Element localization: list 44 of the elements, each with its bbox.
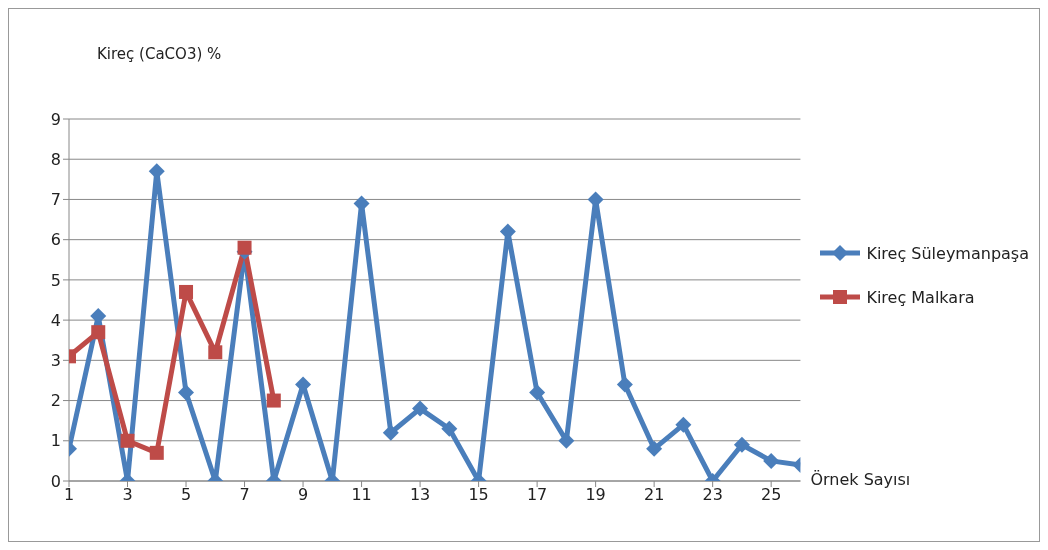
y-tick-label: 9 bbox=[50, 109, 61, 129]
point bbox=[646, 440, 663, 457]
point bbox=[237, 240, 252, 255]
x-tick-label: 5 bbox=[180, 485, 192, 505]
y-tick-label: 0 bbox=[50, 471, 61, 491]
point bbox=[266, 393, 281, 408]
point bbox=[120, 433, 135, 448]
y-tick-label: 6 bbox=[50, 230, 61, 250]
point bbox=[149, 445, 164, 460]
point bbox=[91, 325, 106, 340]
y-tick-label: 1 bbox=[50, 431, 61, 451]
point bbox=[412, 400, 429, 417]
point bbox=[441, 420, 458, 437]
legend-label: Kireç Malkara bbox=[866, 287, 975, 307]
legend-label: Kireç Süleymanpaşa bbox=[866, 243, 1029, 263]
y-axis-title: Kireç (CaCO3) % bbox=[97, 45, 222, 63]
point bbox=[208, 345, 223, 360]
x-tick-label: 21 bbox=[643, 485, 665, 505]
x-tick-label: 3 bbox=[122, 485, 133, 505]
point bbox=[178, 384, 195, 401]
x-tick-label: 25 bbox=[760, 485, 782, 505]
point bbox=[763, 452, 780, 469]
x-tick-label: 15 bbox=[468, 485, 489, 505]
y-tick-label: 2 bbox=[50, 391, 61, 411]
y-tick-label: 4 bbox=[50, 310, 61, 330]
point bbox=[616, 376, 633, 393]
y-tick-label: 3 bbox=[50, 351, 61, 371]
x-tick-label: 19 bbox=[585, 485, 606, 505]
x-tick-label: 1 bbox=[63, 485, 75, 505]
x-tick-label: 9 bbox=[297, 485, 309, 505]
x-tick-label: 23 bbox=[702, 485, 723, 505]
point bbox=[382, 424, 399, 441]
x-tick-label: 7 bbox=[239, 485, 250, 505]
y-tick-label: 8 bbox=[50, 149, 61, 169]
y-tick-label: 7 bbox=[50, 190, 61, 210]
point bbox=[179, 284, 194, 299]
x-tick-label: 11 bbox=[351, 485, 372, 505]
x-tick-label: 13 bbox=[409, 485, 431, 505]
x-tick-label: 17 bbox=[526, 485, 548, 505]
point bbox=[675, 416, 692, 433]
point bbox=[529, 384, 546, 401]
x-axis-title: Örnek Sayısı bbox=[810, 469, 911, 489]
y-tick-label: 5 bbox=[50, 270, 61, 290]
point bbox=[733, 436, 750, 453]
